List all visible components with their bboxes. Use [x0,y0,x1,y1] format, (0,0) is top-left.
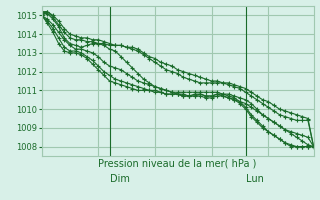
Text: Dim: Dim [109,174,130,184]
X-axis label: Pression niveau de la mer( hPa ): Pression niveau de la mer( hPa ) [99,159,257,169]
Text: Lun: Lun [246,174,263,184]
